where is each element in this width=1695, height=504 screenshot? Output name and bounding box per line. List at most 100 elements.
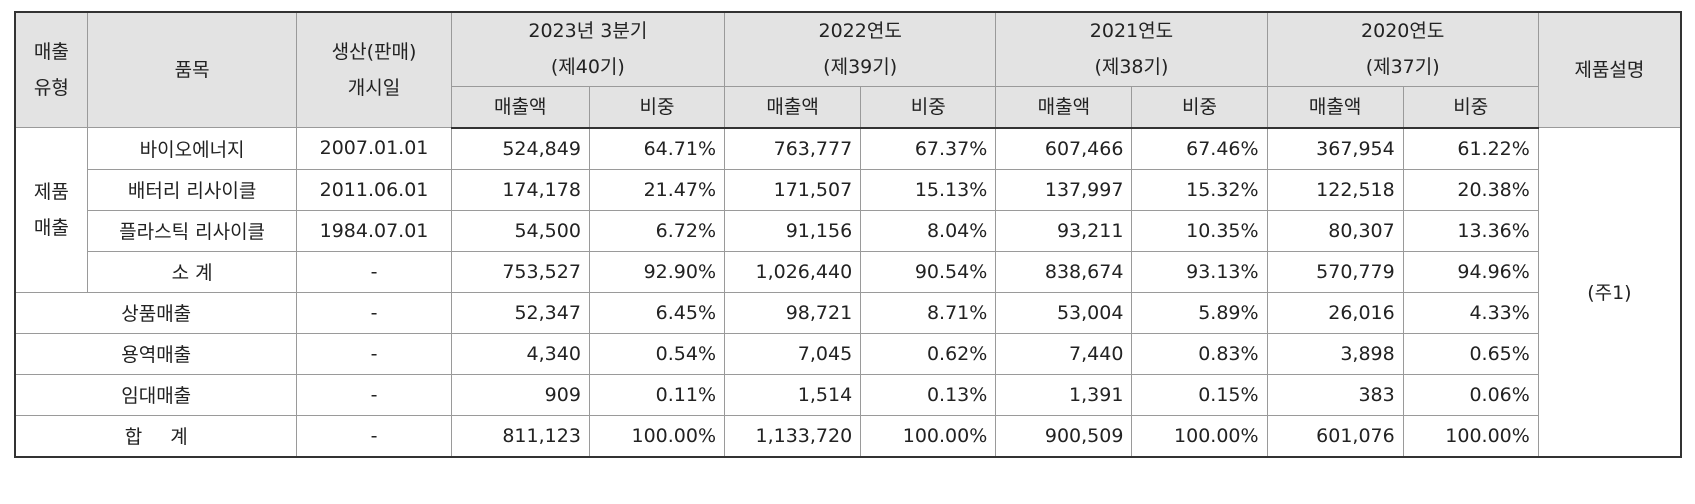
ratio-cell: 100.00%: [860, 414, 997, 457]
header-period-2023q3: 2023년 3분기 (제40기): [450, 11, 726, 87]
table-row: 용역매출 - 4,340 0.54% 7,045 0.62% 7,440 0.8…: [14, 332, 1681, 375]
item-name: 상품매출: [14, 291, 298, 334]
ratio-cell: 0.15%: [1131, 373, 1268, 416]
header-amount: 매출액: [995, 85, 1133, 129]
header-amount: 매출액: [450, 85, 590, 129]
header-description: 제품설명: [1537, 11, 1682, 128]
ratio-cell: 15.32%: [1131, 168, 1268, 211]
ratio-cell: 6.45%: [588, 291, 726, 334]
amount-cell: 52,347: [450, 291, 590, 334]
ratio-cell: 100.00%: [588, 414, 726, 457]
item-name: 바이오에너지: [86, 127, 298, 170]
table-row-total: 합 계 - 811,123 100.00% 1,133,720 100.00% …: [14, 414, 1681, 457]
amount-cell: 98,721: [724, 291, 862, 334]
ratio-cell: 67.37%: [860, 127, 997, 170]
amount-cell: 137,997: [995, 168, 1133, 211]
amount-cell: 1,514: [724, 373, 862, 416]
ratio-cell: 20.38%: [1402, 168, 1539, 211]
item-name: 용역매출: [14, 332, 298, 375]
start-date: -: [296, 414, 452, 457]
item-name: 플라스틱 리사이클: [86, 209, 298, 252]
start-date: 1984.07.01: [296, 209, 452, 252]
item-name: 배터리 리사이클: [86, 168, 298, 211]
start-date: -: [296, 332, 452, 375]
amount-cell: 80,307: [1266, 209, 1404, 252]
ratio-cell: 15.13%: [860, 168, 997, 211]
amount-cell: 171,507: [724, 168, 862, 211]
header-amount: 매출액: [1266, 85, 1404, 129]
table-row: 제품 매출 바이오에너지 2007.01.01 524,849 64.71% 76…: [14, 127, 1682, 457]
ratio-cell: 67.46%: [1131, 127, 1268, 170]
amount-cell: 753,527: [450, 250, 590, 293]
table-row: 배터리 리사이클 2011.06.01 174,178 21.47% 171,5…: [15, 168, 1681, 211]
start-date: -: [296, 291, 452, 334]
amount-cell: 900,509: [995, 414, 1133, 457]
amount-cell: 93,211: [995, 209, 1133, 252]
amount-cell: 3,898: [1266, 332, 1404, 375]
amount-cell: 7,440: [995, 332, 1133, 375]
ratio-cell: 94.96%: [1402, 250, 1539, 293]
start-date: -: [296, 250, 452, 293]
ratio-cell: 21.47%: [588, 168, 726, 211]
header-amount: 매출액: [724, 85, 862, 129]
header-period-2022: 2022연도 (제39기): [724, 11, 997, 87]
amount-cell: 838,674: [995, 250, 1133, 293]
sales-table: 매출 유형 품목 생산(판매) 개시일 2023년 3분기 (제40기) 2022연도…: [14, 11, 1682, 458]
amount-cell: 1,026,440: [724, 250, 862, 293]
header-ratio: 비중: [1131, 85, 1268, 129]
amount-cell: 91,156: [724, 209, 862, 252]
ratio-cell: 64.71%: [588, 127, 726, 170]
amount-cell: 1,391: [995, 373, 1133, 416]
amount-cell: 601,076: [1266, 414, 1404, 457]
amount-cell: 909: [450, 373, 590, 416]
ratio-cell: 0.83%: [1131, 332, 1268, 375]
item-name: 임대매출: [14, 373, 298, 416]
ratio-cell: 0.62%: [860, 332, 997, 375]
table-row: 임대매출 - 909 0.11% 1,514 0.13% 1,391 0.15%…: [14, 373, 1681, 416]
ratio-cell: 8.04%: [860, 209, 997, 252]
table-row-subtotal: 소 계 - 753,527 92.90% 1,026,440 90.54% 83…: [15, 250, 1681, 293]
ratio-cell: 0.54%: [588, 332, 726, 375]
ratio-cell: 6.72%: [588, 209, 726, 252]
ratio-cell: 0.11%: [588, 373, 726, 416]
header-start-date: 생산(판매) 개시일: [296, 11, 452, 128]
ratio-cell: 5.89%: [1131, 291, 1268, 334]
amount-cell: 26,016: [1266, 291, 1404, 334]
ratio-cell: 4.33%: [1402, 291, 1539, 334]
amount-cell: 1,133,720: [724, 414, 862, 457]
amount-cell: 367,954: [1266, 127, 1404, 170]
amount-cell: 53,004: [995, 291, 1133, 334]
header-period-2021: 2021연도 (제38기): [995, 11, 1268, 87]
ratio-cell: 0.65%: [1402, 332, 1539, 375]
ratio-cell: 13.36%: [1402, 209, 1539, 252]
table-row: 상품매출 - 52,347 6.45% 98,721 8.71% 53,004 …: [14, 291, 1681, 334]
amount-cell: 122,518: [1266, 168, 1404, 211]
ratio-cell: 100.00%: [1131, 414, 1268, 457]
header-ratio: 비중: [860, 85, 997, 129]
start-date: 2011.06.01: [296, 168, 452, 211]
ratio-cell: 0.06%: [1402, 373, 1539, 416]
ratio-cell: 93.13%: [1131, 250, 1268, 293]
amount-cell: 7,045: [724, 332, 862, 375]
header-period-2020: 2020연도 (제37기): [1266, 11, 1539, 87]
amount-cell: 383: [1266, 373, 1404, 416]
ratio-cell: 8.71%: [860, 291, 997, 334]
amount-cell: 607,466: [995, 127, 1133, 170]
amount-cell: 54,500: [450, 209, 590, 252]
ratio-cell: 0.13%: [860, 373, 997, 416]
header-item: 품목: [86, 11, 298, 128]
amount-cell: 570,779: [1266, 250, 1404, 293]
start-date: -: [296, 373, 452, 416]
description-note: (주1): [1537, 127, 1682, 457]
ratio-cell: 10.35%: [1131, 209, 1268, 252]
ratio-cell: 100.00%: [1402, 414, 1539, 457]
amount-cell: 763,777: [724, 127, 862, 170]
item-name: 합 계: [14, 414, 298, 457]
ratio-cell: 90.54%: [860, 250, 997, 293]
header-ratio: 비중: [1402, 85, 1539, 129]
start-date: 2007.01.01: [296, 127, 452, 170]
group-label-product-sales: 제품 매출: [14, 127, 88, 293]
header-sales-type: 매출 유형: [14, 11, 88, 128]
amount-cell: 174,178: [450, 168, 590, 211]
ratio-cell: 92.90%: [588, 250, 726, 293]
